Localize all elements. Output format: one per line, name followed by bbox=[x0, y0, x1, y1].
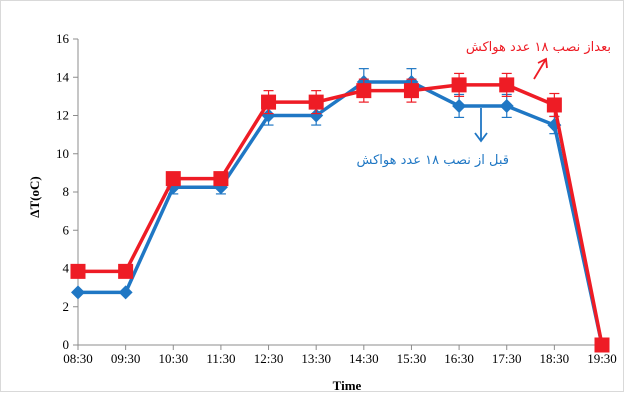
x-tick-label: 14:30 bbox=[349, 351, 379, 366]
data-point bbox=[261, 108, 276, 123]
data-point bbox=[118, 263, 134, 279]
data-point bbox=[356, 83, 372, 99]
x-tick-label: 18:30 bbox=[540, 351, 570, 366]
series-layer bbox=[70, 68, 610, 353]
data-point bbox=[451, 77, 467, 93]
data-point bbox=[546, 97, 562, 113]
data-point bbox=[308, 94, 324, 110]
series-line bbox=[78, 80, 604, 346]
y-tick-label: 12 bbox=[56, 108, 69, 123]
x-tick-label: 16:30 bbox=[444, 351, 474, 366]
annotation-after: بعداز نصب ۱۸ عدد هواکش bbox=[466, 40, 611, 55]
data-point bbox=[213, 171, 229, 187]
data-point bbox=[71, 285, 85, 300]
data-point bbox=[499, 77, 515, 93]
data-point bbox=[165, 171, 181, 187]
x-axis-title: Time bbox=[333, 378, 362, 393]
y-tick-label: 2 bbox=[63, 299, 70, 314]
y-tick-label: 6 bbox=[63, 222, 70, 237]
y-axis-title: ΔT(oC) bbox=[27, 176, 42, 217]
data-point bbox=[452, 98, 467, 113]
x-tick-label: 10:30 bbox=[158, 351, 188, 366]
x-tick-label: 09:30 bbox=[111, 351, 141, 366]
annotation-before: قبل از نصب ۱۸ عدد هواکش bbox=[357, 153, 510, 168]
data-point bbox=[403, 83, 419, 99]
x-tick-label: 17:30 bbox=[492, 351, 522, 366]
x-tick-label: 19:30 bbox=[587, 351, 617, 366]
data-point bbox=[118, 285, 133, 300]
x-tick-label: 11:30 bbox=[206, 351, 235, 366]
annotation-before-arrowhead bbox=[474, 132, 488, 143]
x-tick-label: 08:30 bbox=[63, 351, 93, 366]
y-tick-label: 16 bbox=[56, 31, 70, 46]
data-point bbox=[261, 94, 277, 110]
annotation-after-arrow bbox=[533, 58, 547, 80]
series-1 bbox=[70, 72, 610, 353]
y-tick-label: 14 bbox=[56, 69, 70, 84]
annotation-after-arrowhead bbox=[537, 57, 548, 69]
data-point bbox=[309, 108, 324, 123]
y-tick-label: 8 bbox=[63, 184, 70, 199]
series-0 bbox=[71, 68, 609, 352]
x-tick-label: 12:30 bbox=[254, 351, 284, 366]
axes: 0 2 4 6 8 10 12 14 16 08:30 09:30 10:30 11:30 12:30 13… bbox=[56, 31, 617, 366]
x-tick-label: 13:30 bbox=[301, 351, 331, 366]
x-tick-label: 15:30 bbox=[397, 351, 427, 366]
series-line bbox=[78, 83, 604, 346]
y-tick-label: 10 bbox=[56, 146, 69, 161]
annotations: بعداز نصب ۱۸ عدد هواکش قبل از نصب ۱۸ عدد… bbox=[357, 40, 612, 168]
data-point bbox=[499, 98, 514, 113]
data-point bbox=[70, 263, 86, 279]
data-point bbox=[594, 337, 610, 353]
y-tick-label: 0 bbox=[63, 337, 70, 352]
y-tick-label: 4 bbox=[63, 261, 70, 276]
